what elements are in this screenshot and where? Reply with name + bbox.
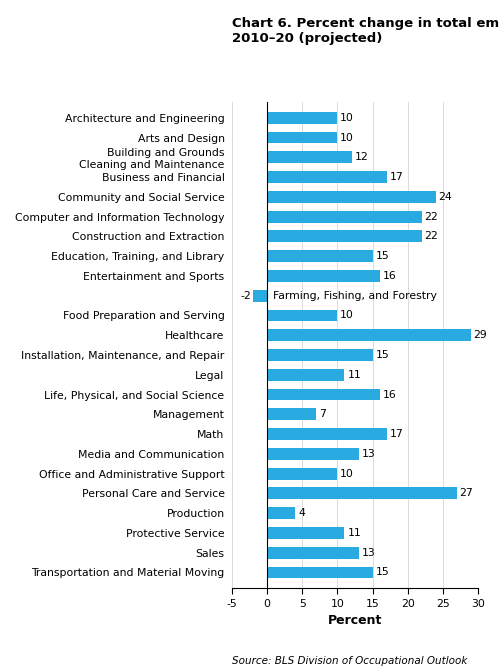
Text: 17: 17	[390, 429, 403, 439]
Text: 10: 10	[340, 310, 354, 320]
Text: 10: 10	[340, 113, 354, 123]
Text: 10: 10	[340, 468, 354, 478]
Bar	[267, 547, 358, 559]
Text: 15: 15	[376, 350, 389, 360]
Bar	[267, 112, 338, 124]
Text: 13: 13	[362, 449, 375, 459]
Bar	[267, 171, 386, 183]
Bar	[267, 250, 372, 262]
Text: 7: 7	[319, 409, 326, 419]
Text: 12: 12	[354, 153, 368, 163]
Text: -2: -2	[240, 291, 251, 300]
Text: Source: BLS Division of Occupational Outlook: Source: BLS Division of Occupational Out…	[232, 656, 468, 666]
Bar	[267, 270, 380, 282]
Bar	[267, 389, 380, 401]
Bar	[267, 428, 386, 440]
X-axis label: Percent: Percent	[328, 614, 382, 628]
Bar	[267, 448, 358, 460]
Text: 29: 29	[474, 330, 488, 341]
Text: 17: 17	[390, 172, 403, 182]
Text: 10: 10	[340, 132, 354, 142]
Bar	[267, 408, 316, 420]
Text: 13: 13	[362, 548, 375, 558]
Bar	[267, 468, 338, 480]
Bar	[267, 329, 471, 341]
Text: 11: 11	[348, 370, 361, 380]
Text: 22: 22	[424, 211, 438, 221]
Text: Chart 6. Percent change in total employment, by occupational group,
2010–20 (pro: Chart 6. Percent change in total employm…	[232, 17, 500, 45]
Text: Farming, Fishing, and Forestry: Farming, Fishing, and Forestry	[273, 291, 436, 300]
Bar	[267, 151, 351, 163]
Text: 4: 4	[298, 508, 305, 518]
Text: 16: 16	[382, 271, 396, 281]
Text: 16: 16	[382, 389, 396, 399]
Bar	[267, 507, 296, 519]
Bar	[267, 369, 344, 381]
Bar	[267, 211, 422, 223]
Text: 24: 24	[438, 192, 452, 202]
Bar	[267, 132, 338, 143]
Bar	[267, 310, 338, 321]
Bar	[253, 290, 267, 302]
Text: 22: 22	[424, 231, 438, 242]
Text: 15: 15	[376, 251, 389, 261]
Text: 27: 27	[460, 488, 473, 498]
Bar	[267, 191, 436, 203]
Bar	[267, 488, 457, 499]
Text: 11: 11	[348, 528, 361, 538]
Text: 15: 15	[376, 567, 389, 577]
Bar	[267, 349, 372, 361]
Bar	[267, 567, 372, 579]
Bar	[267, 230, 422, 242]
Bar	[267, 527, 344, 539]
